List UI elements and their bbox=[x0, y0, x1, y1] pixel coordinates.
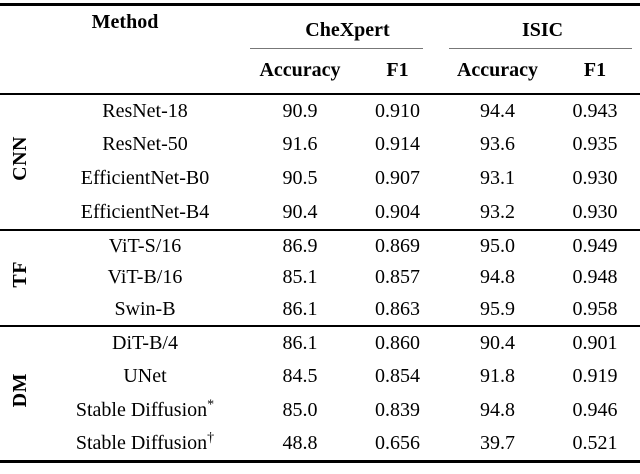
method-cell: ViT-B/16 bbox=[107, 266, 183, 288]
value-cell: 0.958 bbox=[572, 297, 618, 320]
group-label-text: DM bbox=[8, 373, 31, 408]
dataset-label-isic: ISIC bbox=[521, 18, 564, 41]
value-cell: 39.7 bbox=[480, 432, 516, 455]
value-cell: 48.8 bbox=[282, 432, 318, 455]
table-row: ResNet-50 91.6 0.914 93.6 0.935 bbox=[0, 128, 640, 162]
value-cell: 0.930 bbox=[572, 200, 618, 223]
group-label-dm: DM bbox=[0, 324, 40, 462]
method-cell: ResNet-50 bbox=[102, 133, 188, 155]
isic-underline-rule bbox=[449, 47, 633, 49]
value-cell: 0.946 bbox=[572, 399, 618, 421]
value-cell: 0.930 bbox=[572, 167, 618, 189]
method-name: Stable Diffusion bbox=[75, 399, 208, 421]
table-row: UNet 84.5 0.854 91.8 0.919 bbox=[0, 360, 640, 394]
value-cell: 0.935 bbox=[572, 133, 618, 155]
table-row: Stable Diffusion† 48.8 0.656 39.7 0.521 bbox=[0, 428, 640, 462]
value-cell: 0.860 bbox=[350, 324, 446, 360]
table-row: TF ViT-S/16 86.9 0.869 95.0 0.949 bbox=[0, 228, 640, 326]
value-cell: 85.0 bbox=[282, 399, 318, 421]
value-cell: 0.857 bbox=[375, 266, 421, 288]
value-cell: 0.854 bbox=[375, 365, 421, 387]
value-cell: 0.839 bbox=[375, 399, 421, 421]
value-cell: 0.919 bbox=[572, 365, 618, 387]
method-cell: DiT-B/4 bbox=[40, 324, 251, 360]
dataset-header-chexpert: CheXpert bbox=[250, 5, 445, 49]
value-cell: 0.904 bbox=[375, 200, 421, 223]
dataset-header-isic: ISIC bbox=[445, 5, 640, 49]
header-row-metrics: Accuracy F1 Accuracy F1 bbox=[0, 48, 640, 95]
group-cnn: CNN ResNet-18 90.9 0.910 94.4 0.943 ResN… bbox=[0, 94, 640, 230]
table-row: EfficientNet-B4 90.4 0.904 93.2 0.930 bbox=[0, 196, 640, 230]
empty-header-cell bbox=[0, 48, 251, 95]
table-row: DM DiT-B/4 86.1 0.860 90.4 0.901 bbox=[0, 324, 640, 462]
value-cell: 93.1 bbox=[480, 167, 516, 189]
value-cell: 90.9 bbox=[282, 99, 318, 122]
value-cell: 91.8 bbox=[480, 365, 516, 387]
value-cell: 95.9 bbox=[480, 297, 516, 320]
group-dm: DM DiT-B/4 86.1 0.860 90.4 0.901 UNet 84… bbox=[0, 324, 640, 462]
subheader-f1-isic: F1 bbox=[550, 48, 640, 95]
asterisk-superscript: * bbox=[207, 397, 215, 413]
value-cell: 94.8 bbox=[480, 266, 516, 288]
value-cell: 90.4 bbox=[282, 200, 318, 223]
method-column-header: Method bbox=[91, 10, 159, 33]
chexpert-underline-rule bbox=[250, 47, 424, 49]
group-tf: TF ViT-S/16 86.9 0.869 95.0 0.949 ViT-B/… bbox=[0, 228, 640, 326]
group-label-text: TF bbox=[8, 261, 31, 288]
value-cell: 0.948 bbox=[572, 266, 618, 288]
value-cell: 0.907 bbox=[375, 167, 421, 189]
value-cell: 93.6 bbox=[480, 133, 516, 155]
method-name: Stable Diffusion bbox=[75, 432, 208, 455]
value-cell: 0.943 bbox=[572, 99, 618, 122]
table-row: CNN ResNet-18 90.9 0.910 94.4 0.943 bbox=[0, 94, 640, 181]
value-cell: 93.2 bbox=[480, 200, 516, 223]
value-cell: 0.863 bbox=[375, 297, 421, 320]
method-cell: Stable Diffusion* bbox=[40, 394, 250, 428]
method-cell: Stable Diffusion† bbox=[40, 428, 250, 462]
header-row-datasets: Method CheXpert ISIC bbox=[0, 5, 640, 49]
value-cell: 84.5 bbox=[282, 365, 318, 387]
value-cell: 90.4 bbox=[445, 324, 551, 360]
method-cell: Swin-B bbox=[114, 297, 176, 320]
value-cell: 0.869 bbox=[350, 228, 446, 262]
table-row: Stable Diffusion* 85.0 0.839 94.8 0.946 bbox=[0, 394, 640, 428]
subheader-accuracy-chexpert: Accuracy bbox=[250, 48, 351, 95]
table-row: ViT-B/16 85.1 0.857 94.8 0.948 bbox=[0, 262, 640, 294]
value-cell: 95.0 bbox=[445, 228, 551, 262]
value-cell: 0.901 bbox=[550, 324, 640, 360]
results-table: Method CheXpert ISIC Accuracy F1 Accurac… bbox=[0, 3, 640, 463]
value-cell: 91.6 bbox=[282, 133, 318, 155]
paper-table-figure: Method CheXpert ISIC Accuracy F1 Accurac… bbox=[0, 3, 640, 463]
method-cell: EfficientNet-B4 bbox=[80, 200, 210, 223]
value-cell: 86.1 bbox=[250, 324, 351, 360]
method-cell: EfficientNet-B0 bbox=[80, 167, 210, 189]
method-cell: UNet bbox=[123, 365, 167, 387]
value-cell: 86.1 bbox=[282, 297, 318, 320]
subheader-accuracy-isic: Accuracy bbox=[445, 48, 551, 95]
table-row: Swin-B 86.1 0.863 95.9 0.958 bbox=[0, 294, 640, 326]
group-label-cnn: CNN bbox=[0, 94, 40, 230]
method-cell: ViT-S/16 bbox=[40, 228, 251, 262]
dataset-label-chexpert: CheXpert bbox=[305, 18, 390, 41]
group-label-text: CNN bbox=[8, 136, 31, 181]
value-cell: 0.949 bbox=[550, 228, 640, 262]
method-cell: ResNet-18 bbox=[102, 99, 188, 122]
value-cell: 85.1 bbox=[282, 266, 318, 288]
value-cell: 94.8 bbox=[480, 399, 516, 421]
subheader-f1-chexpert: F1 bbox=[350, 48, 446, 95]
value-cell: 0.521 bbox=[572, 432, 618, 455]
table-row: EfficientNet-B0 90.5 0.907 93.1 0.930 bbox=[0, 162, 640, 196]
value-cell: 86.9 bbox=[250, 228, 351, 262]
group-label-tf: TF bbox=[0, 228, 40, 326]
value-cell: 0.910 bbox=[375, 99, 421, 122]
value-cell: 90.5 bbox=[282, 167, 318, 189]
value-cell: 0.656 bbox=[375, 432, 421, 455]
dagger-superscript: † bbox=[207, 430, 215, 446]
value-cell: 0.914 bbox=[375, 133, 421, 155]
value-cell: 94.4 bbox=[480, 99, 516, 122]
